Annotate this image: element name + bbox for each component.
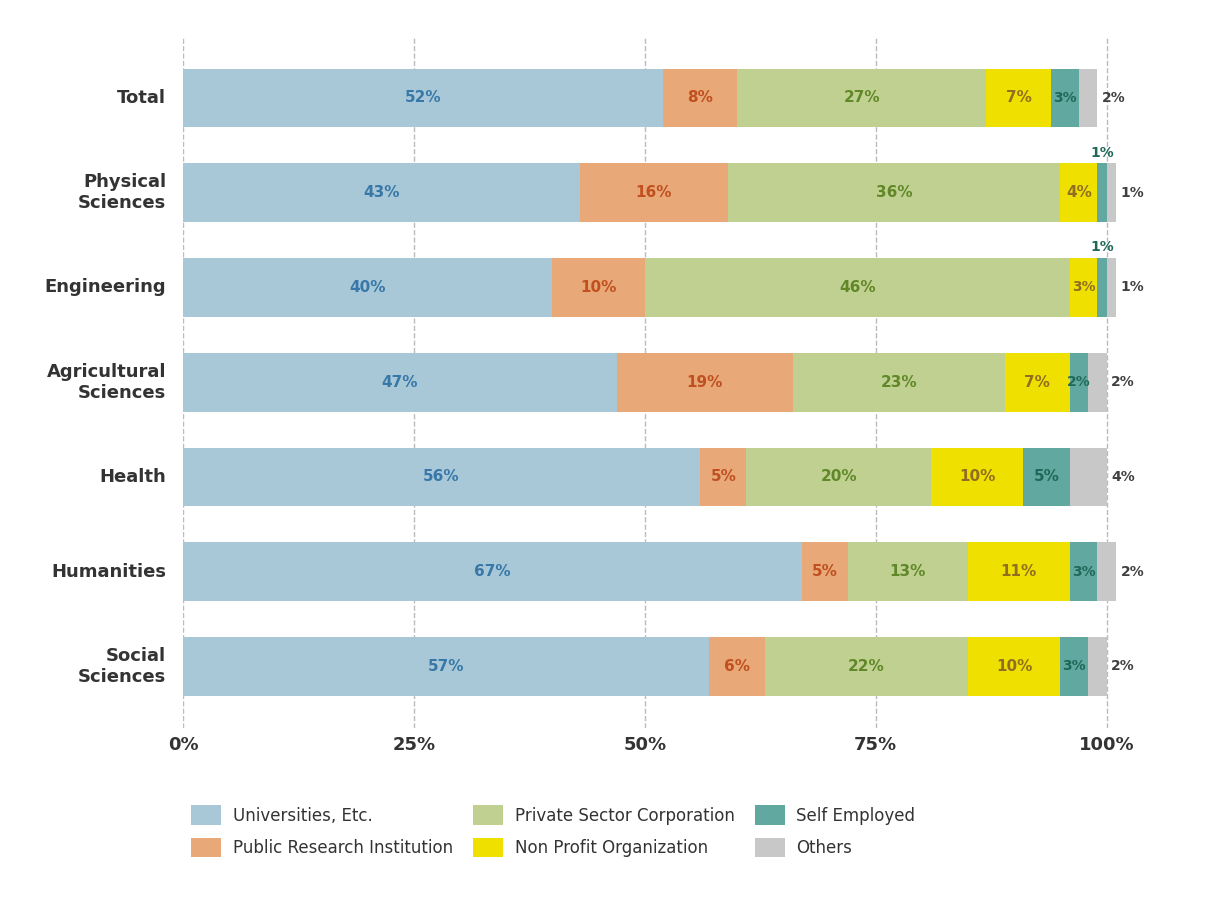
Text: 3%: 3%	[1053, 91, 1077, 105]
Text: 57%: 57%	[428, 659, 465, 674]
Bar	[1070, 448, 1107, 506]
Bar	[581, 164, 728, 222]
Bar	[967, 637, 1060, 696]
Text: 20%: 20%	[820, 470, 856, 484]
Text: 13%: 13%	[889, 564, 926, 579]
Bar	[1024, 448, 1070, 506]
Bar	[1088, 353, 1107, 411]
Bar	[1088, 637, 1107, 696]
Legend: Universities, Etc., Public Research Institution, Private Sector Corporation, Non: Universities, Etc., Public Research Inst…	[192, 805, 915, 857]
Bar	[1060, 164, 1097, 222]
Text: 36%: 36%	[876, 186, 913, 200]
Text: 2%: 2%	[1120, 565, 1144, 579]
Bar	[664, 68, 737, 127]
Bar	[1097, 164, 1107, 222]
Text: 1%: 1%	[1120, 280, 1144, 295]
Bar	[553, 258, 645, 317]
Text: 10%: 10%	[959, 470, 996, 484]
Text: 3%: 3%	[1063, 660, 1086, 673]
Text: 3%: 3%	[1071, 565, 1096, 579]
Text: 5%: 5%	[710, 470, 736, 484]
Text: 3%: 3%	[1071, 280, 1096, 295]
Bar	[700, 448, 747, 506]
Bar	[1097, 258, 1107, 317]
Text: 52%: 52%	[405, 90, 442, 106]
Text: 67%: 67%	[475, 564, 511, 579]
Bar	[967, 542, 1070, 601]
Bar	[1052, 68, 1078, 127]
Text: 27%: 27%	[843, 90, 880, 106]
Bar	[802, 542, 848, 601]
Bar	[709, 637, 765, 696]
Text: 11%: 11%	[1000, 564, 1037, 579]
Bar	[1107, 258, 1116, 317]
Text: 7%: 7%	[1025, 375, 1050, 389]
Text: 6%: 6%	[725, 659, 750, 674]
Text: 2%: 2%	[1068, 375, 1091, 389]
Bar	[737, 68, 987, 127]
Bar	[183, 448, 700, 506]
Text: 43%: 43%	[364, 186, 400, 200]
Bar	[1060, 637, 1088, 696]
Text: 8%: 8%	[687, 90, 714, 106]
Bar	[183, 164, 581, 222]
Text: 1%: 1%	[1089, 146, 1114, 159]
Text: 2%: 2%	[1102, 91, 1126, 105]
Bar	[1070, 353, 1088, 411]
Text: 2%: 2%	[1111, 375, 1135, 389]
Text: 7%: 7%	[1005, 90, 1032, 106]
Bar	[183, 68, 664, 127]
Bar	[1078, 68, 1097, 127]
Text: 10%: 10%	[581, 280, 617, 295]
Text: 47%: 47%	[382, 375, 418, 389]
Bar	[617, 353, 793, 411]
Text: 19%: 19%	[687, 375, 723, 389]
Text: 40%: 40%	[349, 280, 386, 295]
Bar	[728, 164, 1060, 222]
Bar	[183, 542, 802, 601]
Bar	[645, 258, 1070, 317]
Text: 4%: 4%	[1066, 186, 1092, 200]
Text: 56%: 56%	[423, 470, 460, 484]
Bar	[765, 637, 967, 696]
Text: 22%: 22%	[848, 659, 884, 674]
Text: 23%: 23%	[881, 375, 917, 389]
Bar	[793, 353, 1005, 411]
Text: 1%: 1%	[1089, 240, 1114, 254]
Bar	[987, 68, 1052, 127]
Text: 10%: 10%	[996, 659, 1032, 674]
Bar	[183, 353, 617, 411]
Bar	[1097, 542, 1116, 601]
Text: 2%: 2%	[1111, 660, 1135, 673]
Bar	[1005, 353, 1070, 411]
Text: 4%: 4%	[1111, 470, 1135, 484]
Bar	[848, 542, 967, 601]
Text: 1%: 1%	[1120, 186, 1144, 199]
Bar	[183, 258, 553, 317]
Bar	[1070, 542, 1097, 601]
Text: 16%: 16%	[636, 186, 672, 200]
Text: 46%: 46%	[839, 280, 876, 295]
Text: 5%: 5%	[1033, 470, 1059, 484]
Bar	[1070, 258, 1097, 317]
Bar	[183, 637, 709, 696]
Bar	[931, 448, 1024, 506]
Text: 5%: 5%	[813, 564, 838, 579]
Bar	[1107, 164, 1116, 222]
Bar	[747, 448, 931, 506]
